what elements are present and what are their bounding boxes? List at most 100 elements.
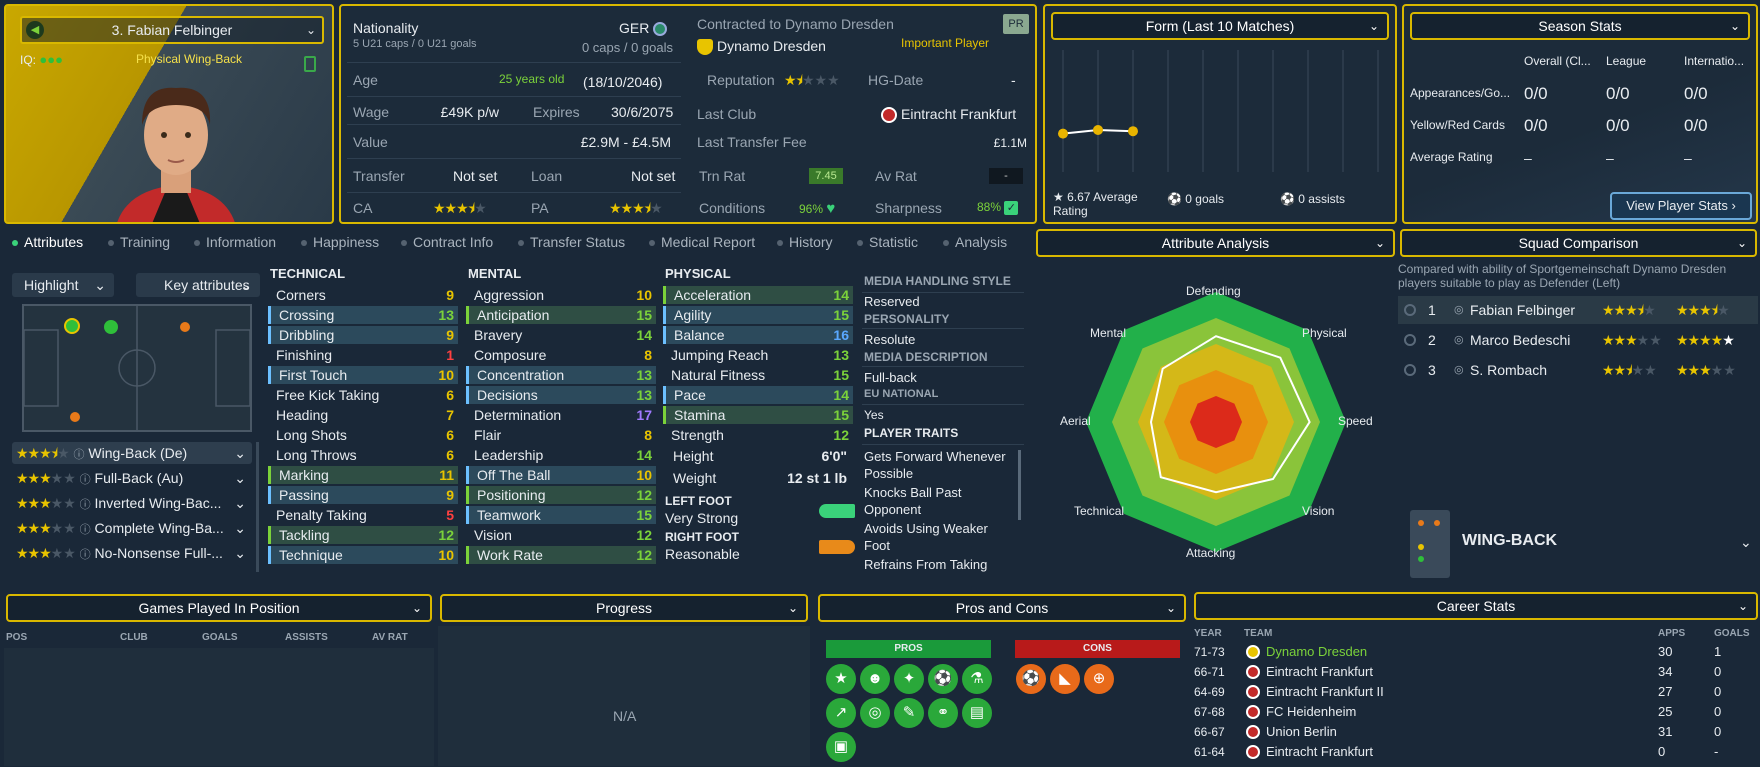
pros-cons-dropdown[interactable]: Pros and Cons ⌄ [818, 594, 1186, 622]
last-club-value[interactable]: Eintracht Frankfurt [881, 106, 1016, 124]
career-row[interactable]: 66-71 Eintracht Frankfurt 34 0 [1192, 662, 1758, 682]
attribute-analysis-dropdown[interactable]: Attribute Analysis ⌄ [1036, 229, 1395, 257]
player-name-dropdown[interactable]: ◀ 3. Fabian Felbinger ⌄ [20, 16, 324, 44]
attribute-row[interactable]: Dribbling 9 [268, 326, 458, 344]
tab-analysis[interactable]: Analysis [943, 234, 1007, 250]
tab-transfer-status[interactable]: Transfer Status [518, 234, 625, 250]
info-icon[interactable]: ⓘ [79, 549, 91, 561]
attribute-row[interactable]: Penalty Taking 5 [268, 506, 458, 524]
star-pro-icon[interactable]: ★ [826, 664, 856, 694]
info-icon[interactable]: ⓘ [79, 499, 91, 511]
pitch[interactable] [22, 304, 252, 432]
chevron-down-icon[interactable]: ⌄ [1740, 534, 1752, 550]
attribute-row[interactable]: Bravery 14 [466, 326, 656, 344]
tab-information[interactable]: Information [194, 234, 276, 250]
target-con-icon[interactable]: ⊕ [1084, 664, 1114, 694]
attribute-row[interactable]: Natural Fitness 15 [663, 366, 853, 384]
info-icon[interactable]: ⓘ [79, 524, 91, 536]
attribute-row[interactable]: Crossing 13 [268, 306, 458, 324]
career-row[interactable]: 71-73 Dynamo Dresden 30 1 [1192, 642, 1758, 662]
tab-medical-report[interactable]: Medical Report [649, 234, 755, 250]
trait-item[interactable]: Avoids Using Weaker Foot [864, 521, 988, 553]
form-point[interactable] [1058, 128, 1068, 139]
head-pro-icon[interactable]: ☻ [860, 664, 890, 694]
position-row[interactable]: ★★★★★ ⓘ Inverted Wing-Bac... ⌄ [12, 492, 252, 514]
attribute-row[interactable]: Composure 8 [466, 346, 656, 364]
attribute-row[interactable]: Teamwork 15 [466, 506, 656, 524]
attribute-row[interactable]: Concentration 13 [466, 366, 656, 384]
squad-row[interactable]: 1 ◎ Fabian Felbinger ★★★⯨★ ★★★⯨★ [1398, 296, 1758, 324]
attribute-row[interactable]: Passing 9 [268, 486, 458, 504]
attribute-row[interactable]: Finishing 1 [268, 346, 458, 364]
form-dropdown[interactable]: Form (Last 10 Matches) ⌄ [1051, 12, 1389, 40]
career-row[interactable]: 67-68 FC Heidenheim 25 0 [1192, 702, 1758, 722]
pen-pro-icon[interactable]: ✎ [894, 698, 924, 728]
attribute-row[interactable]: Flair 8 [466, 426, 656, 444]
attribute-row[interactable]: Anticipation 15 [466, 306, 656, 324]
attribute-row[interactable]: Marking 11 [268, 466, 458, 484]
trait-item[interactable]: Refrains From Taking [864, 557, 988, 572]
attribute-row[interactable]: Leadership 14 [466, 446, 656, 464]
attribute-row[interactable]: Heading 7 [268, 406, 458, 424]
target-pro-icon[interactable]: ◎ [860, 698, 890, 728]
position-row[interactable]: ★★★★★ ⓘ No-Nonsense Full-... ⌄ [12, 542, 252, 564]
trend-pro-icon[interactable]: ↗ [826, 698, 856, 728]
attribute-row[interactable]: Long Throws 6 [268, 446, 458, 464]
attribute-row[interactable]: Strength 12 [663, 426, 853, 444]
boot-con-icon[interactable]: ◣ [1050, 664, 1080, 694]
position-row[interactable]: ★★★★★ ⓘ Full-Back (Au) ⌄ [12, 467, 252, 489]
tab-statistic[interactable]: Statistic [857, 234, 918, 250]
tab-contract-info[interactable]: Contract Info [401, 234, 493, 250]
career-row[interactable]: 61-64 Eintracht Frankfurt 0 - [1192, 742, 1758, 762]
trait-item[interactable]: Knocks Ball Past Opponent [864, 485, 962, 517]
attribute-row[interactable]: Long Shots 6 [268, 426, 458, 444]
tab-history[interactable]: History [777, 234, 833, 250]
attribute-row[interactable]: Free Kick Taking 6 [268, 386, 458, 404]
highlight-dropdown[interactable]: Highlight ⌄ [12, 273, 114, 297]
squad-comparison-dropdown[interactable]: Squad Comparison ⌄ [1400, 229, 1757, 257]
loan-value[interactable]: Not set [631, 168, 676, 184]
attribute-row[interactable]: Work Rate 12 [466, 546, 656, 564]
info-icon[interactable]: ⓘ [79, 474, 91, 486]
attribute-row[interactable]: Tackling 12 [268, 526, 458, 544]
attribute-row[interactable]: First Touch 10 [268, 366, 458, 384]
form-point[interactable] [1128, 126, 1138, 137]
career-stats-dropdown[interactable]: Career Stats ⌄ [1194, 592, 1758, 620]
attribute-row[interactable]: Pace 14 [663, 386, 853, 404]
attribute-row[interactable]: Technique 10 [268, 546, 458, 564]
attribute-row[interactable]: Jumping Reach 13 [663, 346, 853, 364]
tab-training[interactable]: Training [108, 234, 170, 250]
attribute-row[interactable]: Determination 17 [466, 406, 656, 424]
attribute-row[interactable]: Vision 12 [466, 526, 656, 544]
tab-happiness[interactable]: Happiness [301, 234, 379, 250]
attribute-row[interactable]: Off The Ball 10 [466, 466, 656, 484]
attribute-row[interactable]: Balance 16 [663, 326, 853, 344]
report-pro-icon[interactable]: ▣ [826, 732, 856, 762]
squad-row[interactable]: 3 ◎ S. Rombach ★★⯨★★ ★★★★★ [1398, 356, 1758, 384]
info-icon[interactable]: ⓘ [73, 449, 85, 461]
career-row[interactable]: 64-69 Eintracht Frankfurt II 27 0 [1192, 682, 1758, 702]
clipboard-pro-icon[interactable]: ▤ [962, 698, 992, 728]
form-point[interactable] [1093, 125, 1103, 135]
position-row[interactable]: ★★★⯨★ ⓘ Wing-Back (De) ⌄ [12, 442, 252, 464]
attribute-row[interactable]: Agility 15 [663, 306, 853, 324]
view-player-stats-button[interactable]: View Player Stats › [1610, 192, 1752, 220]
squad-row[interactable]: 2 ◎ Marco Bedeschi ★★★★★ ★★★★★ [1398, 326, 1758, 354]
handshake-pro-icon[interactable]: ⚭ [928, 698, 958, 728]
progress-dropdown[interactable]: Progress ⌄ [440, 594, 808, 622]
flask-pro-icon[interactable]: ⚗ [962, 664, 992, 694]
trait-item[interactable]: Gets Forward Whenever Possible [864, 449, 1006, 481]
career-row[interactable]: 66-67 Union Berlin 31 0 [1192, 722, 1758, 742]
games-played-dropdown[interactable]: Games Played In Position ⌄ [6, 594, 432, 622]
ball-pro-icon[interactable]: ⚽ [928, 664, 958, 694]
ball-con-icon[interactable]: ⚽ [1016, 664, 1046, 694]
transfer-value[interactable]: Not set [453, 168, 498, 184]
attribute-row[interactable]: Decisions 13 [466, 386, 656, 404]
position-scrollbar[interactable] [256, 442, 259, 572]
attribute-row[interactable]: Positioning 12 [466, 486, 656, 504]
tab-attributes[interactable]: Attributes [12, 234, 83, 250]
season-dropdown[interactable]: Season Stats ⌄ [1410, 12, 1750, 40]
clipboard-icon[interactable] [304, 56, 316, 72]
attribute-row[interactable]: Stamina 15 [663, 406, 853, 424]
attribute-row[interactable]: Corners 9 [268, 286, 458, 304]
